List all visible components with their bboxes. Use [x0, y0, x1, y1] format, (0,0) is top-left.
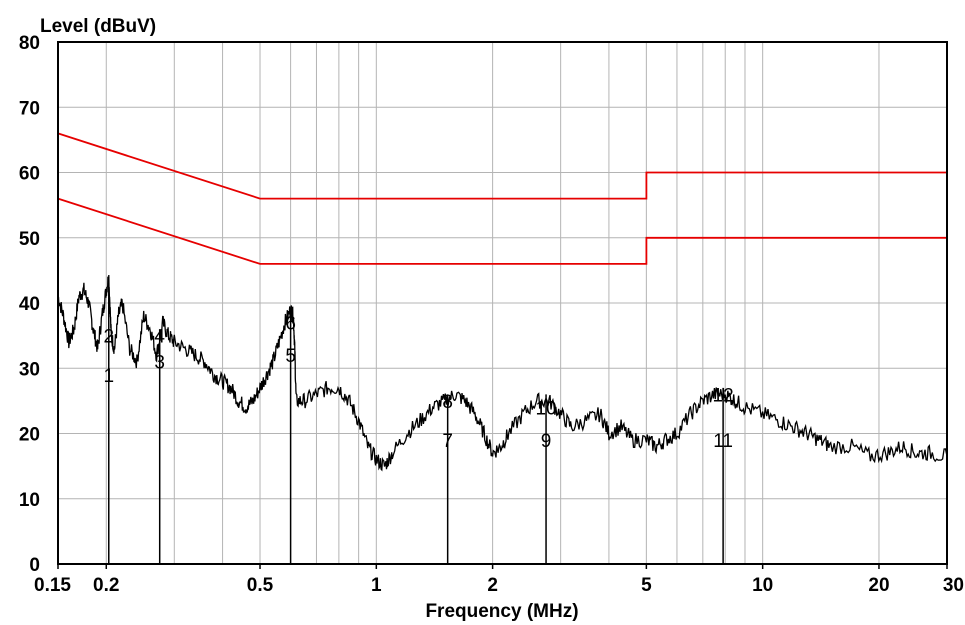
- y-tick-label: 60: [19, 164, 40, 185]
- marker-label: 3: [154, 353, 165, 374]
- y-tick-label: 10: [19, 490, 40, 511]
- marker-label: 10: [535, 398, 556, 419]
- measurement-trace: [57, 274, 948, 472]
- y-axis-label: Level (dBuV): [40, 16, 156, 37]
- y-tick-label: 30: [19, 359, 40, 380]
- x-tick-label: 20: [868, 575, 889, 596]
- limit-line: [57, 197, 947, 265]
- marker-label: 1: [103, 366, 114, 387]
- marker-label: 12: [713, 385, 734, 406]
- y-tick-label: 0: [29, 555, 40, 576]
- x-tick-label: 0.15: [34, 575, 71, 596]
- x-tick-labels: 0.15 0.2 0.5 1 2 5 10 20 30: [34, 564, 964, 596]
- limit-line: [57, 132, 947, 200]
- marker-label: 7: [442, 431, 453, 452]
- marker-label: 5: [285, 346, 296, 367]
- x-tick-label: 10: [752, 575, 773, 596]
- x-tick-label: 5: [641, 575, 652, 596]
- marker-label: 4: [154, 327, 165, 348]
- marker-label: 2: [103, 327, 114, 348]
- x-axis-label: Frequency (MHz): [425, 601, 578, 622]
- x-tick-label: 2: [487, 575, 498, 596]
- x-tick-label: 30: [943, 575, 964, 596]
- limit-lines: [57, 132, 947, 265]
- plot-frame: [57, 41, 948, 565]
- y-tick-label: 50: [19, 229, 40, 250]
- y-tick-label: 20: [19, 425, 40, 446]
- y-tick-label: 70: [19, 98, 40, 119]
- trace-line: [57, 274, 948, 472]
- y-tick-labels: 0 10 20 30 40 50 60 70 80: [19, 33, 40, 576]
- marker-label: 8: [442, 392, 453, 413]
- marker-label: 9: [541, 431, 552, 452]
- y-tick-label: 80: [19, 33, 40, 54]
- marker-label: 6: [285, 314, 296, 335]
- y-tick-label: 40: [19, 294, 40, 315]
- x-tick-label: 0.5: [247, 575, 274, 596]
- x-tick-label: 1: [371, 575, 382, 596]
- marker-label: 11: [713, 431, 733, 452]
- x-tick-label: 0.2: [93, 575, 119, 596]
